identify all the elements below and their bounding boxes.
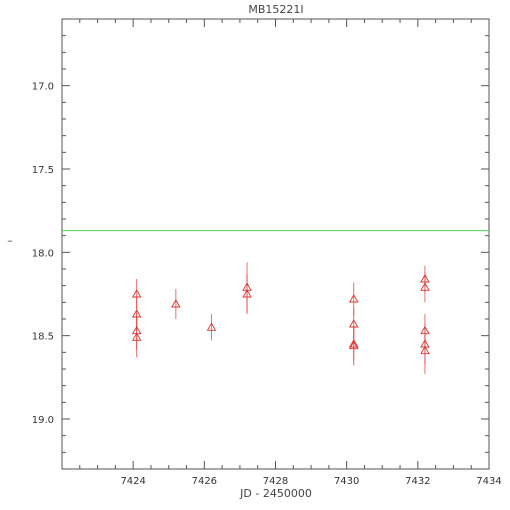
data-point-triangle <box>171 299 181 308</box>
x-tick-label: 7434 <box>476 476 501 487</box>
y-tick-label: 18.0 <box>32 248 54 259</box>
data-point-triangle <box>242 289 252 298</box>
data-point-triangle <box>206 322 217 331</box>
data-point-triangle <box>131 332 142 341</box>
x-tick-label: 7428 <box>263 476 288 487</box>
x-tick-label: 7424 <box>120 476 145 487</box>
data-point-triangle <box>349 294 359 303</box>
y-tick-label: 17.0 <box>32 82 54 93</box>
plot-frame <box>61 18 490 470</box>
x-tick-label: 7426 <box>192 476 217 487</box>
x-tick-label: 7430 <box>334 476 359 487</box>
y-tick-label: 19.0 <box>32 415 54 426</box>
data-point-triangle <box>420 345 430 355</box>
x-tick-label: 7432 <box>405 476 430 487</box>
chart-title: MB15221I <box>248 3 303 16</box>
y-tick-label: 17.5 <box>32 165 54 176</box>
data-point-triangle <box>420 282 430 291</box>
axis-ticks: 7424 7426 7428 7430 7432 7434 17.0 17.5 18.0 18.5… <box>32 19 502 487</box>
data-points <box>131 262 430 374</box>
x-axis-title: JD - 2450000 <box>239 487 312 500</box>
y-tick-label: 18.5 <box>32 332 54 343</box>
data-point-triangle <box>131 289 142 298</box>
data-point-triangle <box>349 340 359 350</box>
y-axis-title: – <box>7 234 13 247</box>
